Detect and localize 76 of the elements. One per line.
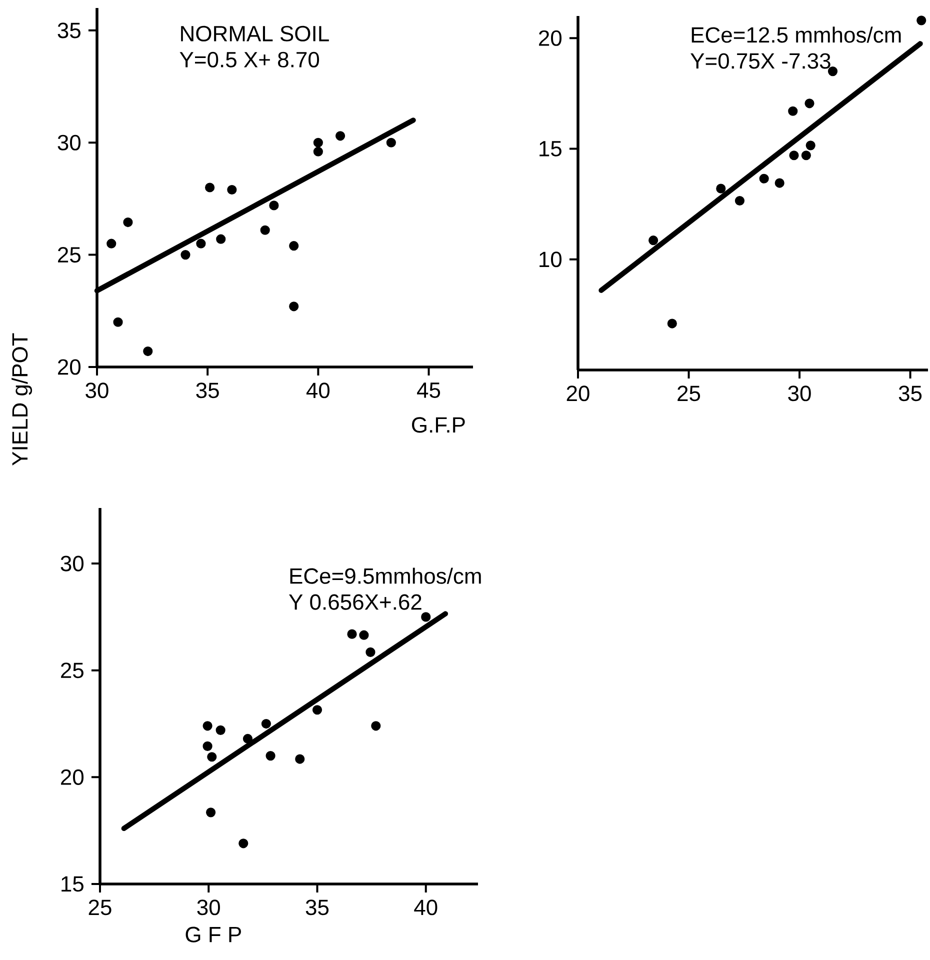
point [371, 721, 381, 731]
annotation: NORMAL SOIL [181, 26, 329, 42]
x-tick-label: 35 [898, 386, 922, 402]
y-tick-label: 20 [58, 359, 81, 375]
x-tick-label: 20 [566, 386, 590, 402]
point [180, 250, 190, 260]
x-tick-label: 25 [678, 386, 700, 402]
y-tick-label: 15 [540, 141, 562, 156]
x-tick-label: 40 [306, 382, 330, 398]
point [789, 150, 799, 160]
point [774, 178, 784, 188]
point [667, 318, 677, 328]
x-tick-label: 30 [197, 900, 220, 916]
point [801, 150, 811, 160]
y-tick-label: 30 [58, 134, 81, 150]
point [206, 808, 216, 818]
point [347, 629, 357, 639]
point [202, 741, 212, 752]
point [806, 140, 816, 150]
point [242, 734, 253, 744]
y-tick-label: 20 [61, 769, 84, 785]
point [335, 131, 346, 141]
point [759, 174, 769, 184]
point [216, 234, 226, 244]
point [289, 241, 299, 251]
x-tick-label: 45 [417, 382, 440, 398]
point [260, 225, 270, 235]
x-axis-title: G F P [186, 926, 241, 942]
point [421, 612, 431, 622]
point [648, 236, 658, 246]
point [227, 184, 237, 195]
x-tick-label: 30 [86, 382, 108, 398]
point [238, 838, 248, 848]
y-tick-label: 10 [540, 252, 562, 268]
y-tick-label: 35 [58, 22, 80, 38]
y-tick-label: 15 [62, 876, 84, 892]
point [804, 98, 814, 108]
annotation: Y 0.656X+.62 [288, 594, 422, 610]
point [716, 184, 726, 194]
point [386, 138, 396, 148]
annotation: Y=0.5 X+ 8.70 [180, 52, 320, 68]
point [788, 106, 798, 116]
annotation: ECe=12.5 mmhos/cm [692, 26, 901, 43]
point [734, 196, 745, 206]
x-tick-label: 25 [88, 900, 112, 916]
y-axis-title: YIELD g/POT [12, 333, 32, 466]
point [266, 751, 276, 761]
x-axis-title: G.F.P [412, 417, 465, 433]
x-tick-label: 35 [196, 382, 219, 398]
y-tick-label: 25 [61, 662, 84, 678]
y-tick-label: 25 [58, 247, 80, 263]
point [313, 146, 323, 156]
annotation: Y=0.75X -7.33 [690, 53, 830, 69]
x-tick-label: 40 [414, 900, 438, 916]
annotation: ECe=9.5mmhos/cm [290, 568, 481, 584]
point [261, 718, 271, 729]
point [113, 317, 123, 327]
x-tick-label: 30 [788, 386, 811, 402]
point [106, 238, 116, 248]
x-tick-label: 35 [306, 900, 329, 916]
point [207, 752, 217, 762]
point [359, 630, 369, 640]
y-tick-label: 30 [60, 556, 84, 572]
point [295, 754, 305, 764]
point [366, 647, 376, 658]
point [289, 302, 299, 312]
point [205, 182, 215, 192]
point [143, 346, 153, 356]
point [269, 200, 279, 210]
point [196, 238, 206, 248]
y-tick-label: 20 [539, 30, 562, 46]
point [313, 138, 323, 148]
point [312, 705, 322, 715]
point [123, 217, 133, 228]
point [202, 721, 212, 731]
point [216, 725, 226, 735]
